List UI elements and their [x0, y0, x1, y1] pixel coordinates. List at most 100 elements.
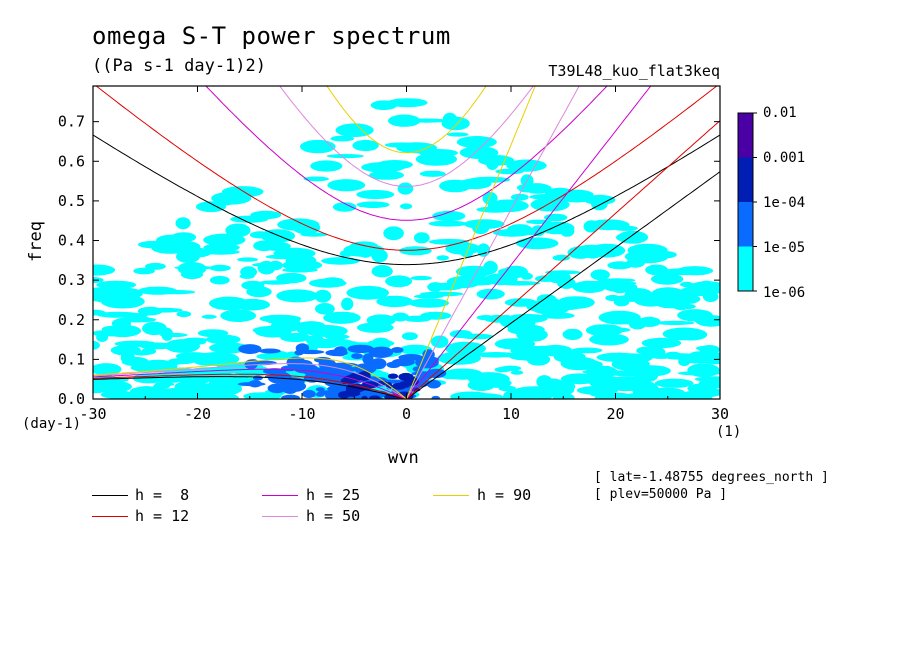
- gravity-curve-h90: [326, 86, 487, 154]
- power-cell: [604, 379, 649, 392]
- gravity-curve-h12: [95, 86, 718, 251]
- legend-label-h8: h = 8: [135, 486, 190, 504]
- power-cell: [252, 375, 263, 381]
- power-cell: [341, 297, 354, 311]
- power-cell: [544, 187, 575, 198]
- power-cell: [426, 379, 441, 389]
- power-cell: [138, 286, 177, 295]
- colorbar-label: 0.01: [763, 105, 797, 121]
- power-cell: [196, 201, 226, 213]
- power-cell: [332, 202, 357, 212]
- power-cell: [584, 194, 616, 205]
- power-cell: [428, 220, 468, 227]
- power-cell: [151, 242, 189, 254]
- y-tick-label: 0.0: [58, 390, 85, 408]
- power-cell: [93, 293, 126, 303]
- power-cell: [281, 394, 300, 399]
- colorbar-label: 1e-04: [763, 195, 806, 211]
- chart-title: omega S-T power spectrum: [92, 22, 451, 50]
- power-cell: [346, 285, 390, 300]
- power-cell: [516, 328, 548, 342]
- power-cell: [206, 334, 241, 345]
- power-cell: [302, 389, 316, 399]
- power-cell: [510, 193, 529, 201]
- power-cell: [412, 366, 424, 372]
- power-cell: [645, 264, 668, 276]
- kelvin-curve-h8: [406, 171, 720, 399]
- power-cell: [396, 142, 438, 154]
- x-tick-label: -30: [79, 405, 106, 423]
- power-cell: [605, 294, 621, 302]
- colorbar-label: 1e-05: [763, 240, 806, 256]
- power-cell: [153, 383, 170, 390]
- power-cell: [432, 210, 466, 222]
- y-axis-label: freq: [26, 221, 46, 262]
- power-cell: [450, 394, 476, 399]
- power-cell: [93, 363, 122, 376]
- x-tick-label: 10: [502, 405, 520, 423]
- power-cell: [96, 280, 137, 290]
- power-cell: [392, 312, 409, 322]
- power-cell: [482, 191, 498, 205]
- power-cell: [265, 254, 303, 260]
- power-cell: [411, 371, 435, 376]
- power-cell: [695, 390, 708, 399]
- power-field: [93, 98, 720, 399]
- power-cell: [225, 394, 239, 399]
- power-cell: [143, 360, 182, 366]
- power-cell: [404, 379, 411, 388]
- kelvin-curve-h50: [406, 86, 580, 399]
- power-cell: [321, 257, 360, 265]
- power-cell: [446, 132, 469, 137]
- power-cell: [504, 298, 537, 307]
- power-cell: [347, 344, 374, 354]
- y-tick-label: 0.6: [58, 152, 85, 170]
- power-cell: [517, 240, 550, 246]
- power-cell: [526, 353, 551, 366]
- power-cell: [171, 232, 197, 243]
- power-cell: [476, 394, 507, 399]
- power-cell: [641, 337, 682, 349]
- power-cell: [571, 347, 603, 354]
- power-cell: [484, 273, 518, 286]
- power-cell: [476, 288, 505, 300]
- run-name: T39L48_kuo_flat3keq: [548, 62, 720, 80]
- power-cell: [142, 321, 167, 336]
- power-cell: [544, 213, 568, 222]
- legend-swatch-h50: [262, 516, 298, 517]
- power-cell: [397, 182, 414, 195]
- legend-swatch-h8: [92, 495, 128, 496]
- power-cell: [330, 135, 355, 142]
- power-cell: [383, 226, 404, 241]
- power-cell: [201, 249, 240, 255]
- legend-label-h12: h = 12: [135, 507, 190, 525]
- power-cell: [607, 261, 633, 270]
- power-cell: [211, 191, 252, 205]
- x-tick-label: -20: [184, 405, 211, 423]
- power-cell: [474, 352, 518, 358]
- power-cell: [430, 335, 449, 348]
- power-cell: [93, 309, 106, 316]
- legend-swatch-h90: [433, 495, 469, 496]
- power-cell: [455, 265, 493, 278]
- power-cell: [321, 277, 344, 285]
- power-cell: [362, 353, 374, 365]
- x-unit-label: (1): [716, 424, 742, 440]
- power-cell: [277, 218, 320, 231]
- colorbar-label: 0.001: [763, 150, 806, 166]
- power-cell: [368, 170, 404, 180]
- power-cell: [329, 362, 358, 367]
- power-cell: [676, 266, 714, 276]
- power-cell: [441, 116, 470, 131]
- x-tick-label: -10: [288, 405, 315, 423]
- kelvin-curve-h25: [406, 86, 652, 399]
- colorbar-segment: [738, 202, 753, 247]
- power-cell: [353, 363, 377, 375]
- power-cell: [483, 260, 498, 275]
- power-cell: [303, 176, 330, 182]
- power-cell: [574, 244, 609, 255]
- power-cell: [93, 384, 104, 392]
- power-cell: [545, 270, 581, 275]
- power-cell: [315, 387, 325, 392]
- y-tick-label: 0.3: [58, 271, 85, 289]
